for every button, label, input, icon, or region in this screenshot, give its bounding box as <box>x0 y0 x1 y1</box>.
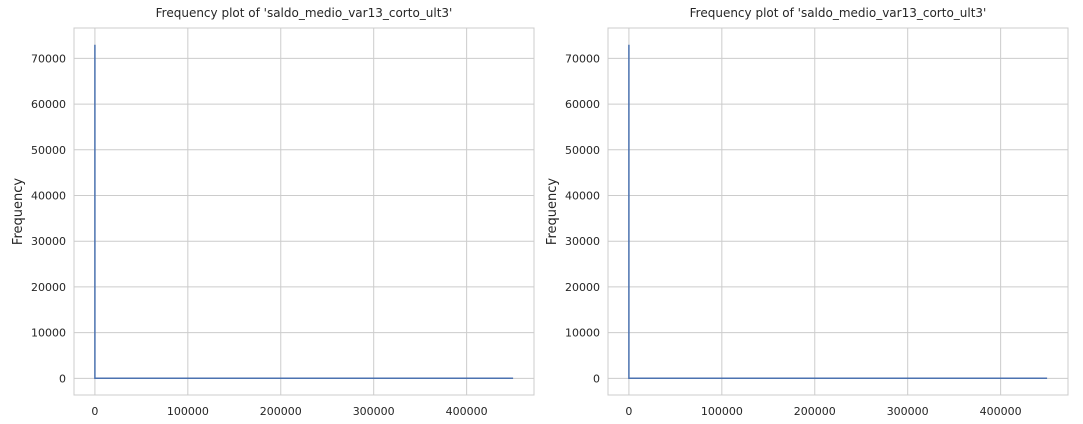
x-tick-label: 100000 <box>701 405 743 418</box>
y-tick-label: 30000 <box>31 235 66 248</box>
series-line <box>628 44 1048 380</box>
y-tick-label: 0 <box>59 372 66 385</box>
y-tick-label: 60000 <box>31 98 66 111</box>
plot-area <box>608 28 1068 395</box>
y-axis-label: Frequency <box>545 178 560 245</box>
series-layer <box>628 44 1048 380</box>
x-tick-label: 300000 <box>353 405 395 418</box>
chart-right: 0 100000 200000 300000 400000 0 10000 20000 3000… <box>545 6 1069 418</box>
grid-lines <box>608 28 1068 395</box>
x-tick-label: 300000 <box>887 405 929 418</box>
x-tick-label: 200000 <box>794 405 836 418</box>
y-tick-label: 60000 <box>565 98 600 111</box>
x-tick-label: 0 <box>625 405 632 418</box>
y-tick-label: 10000 <box>565 327 600 340</box>
y-tick-label: 70000 <box>565 52 600 65</box>
x-tick-label: 100000 <box>167 405 209 418</box>
x-tick-label: 200000 <box>260 405 302 418</box>
y-tick-label: 70000 <box>31 52 66 65</box>
y-tick-label: 20000 <box>565 281 600 294</box>
y-tick-label: 30000 <box>565 235 600 248</box>
plot-area <box>74 28 534 395</box>
chart-title: Frequency plot of 'saldo_medio_var13_cor… <box>156 6 453 20</box>
series-layer <box>94 44 514 380</box>
y-tick-label: 40000 <box>565 190 600 203</box>
chart-title: Frequency plot of 'saldo_medio_var13_cor… <box>690 6 987 20</box>
y-tick-label: 0 <box>593 372 600 385</box>
y-tick-label: 10000 <box>31 327 66 340</box>
y-axis-label: Frequency <box>11 178 26 245</box>
y-tick-label: 20000 <box>31 281 66 294</box>
tick-labels: 0 100000 200000 300000 400000 0 10000 20000 3000… <box>565 52 1022 418</box>
series-line <box>94 44 514 380</box>
x-tick-label: 400000 <box>446 405 488 418</box>
plot-frame <box>607 27 1069 396</box>
x-tick-label: 0 <box>91 405 98 418</box>
y-tick-label: 40000 <box>31 190 66 203</box>
plot-frame <box>73 27 535 396</box>
tick-labels: 0 100000 200000 300000 400000 0 10000 20000 3000… <box>31 52 488 418</box>
y-tick-label: 50000 <box>565 144 600 157</box>
chart-left: 0 100000 200000 300000 400000 0 10000 20000 3000… <box>11 6 535 418</box>
x-tick-label: 400000 <box>980 405 1022 418</box>
y-tick-label: 50000 <box>31 144 66 157</box>
